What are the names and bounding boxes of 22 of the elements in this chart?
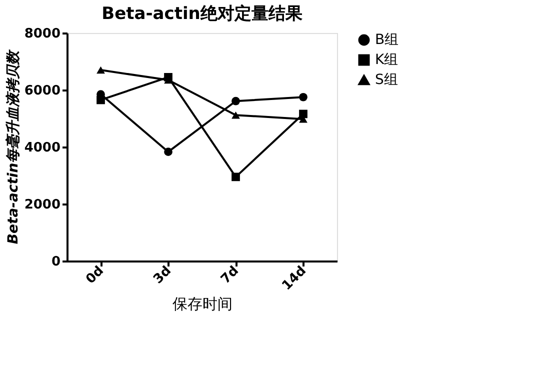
y-tick-label: 4000 bbox=[24, 140, 60, 156]
point bbox=[232, 96, 240, 106]
point bbox=[232, 172, 240, 182]
point bbox=[164, 148, 172, 156]
point bbox=[299, 92, 308, 102]
y-tick-label: 8000 bbox=[24, 26, 60, 42]
y-tick-label: 6000 bbox=[24, 84, 60, 98]
x-tick-label: 3d bbox=[150, 264, 174, 288]
legend-label: S组 bbox=[375, 72, 398, 88]
point bbox=[232, 111, 240, 119]
chart-title: Beta-actin绝对定量结果 bbox=[102, 4, 304, 24]
legend-label: K组 bbox=[375, 52, 398, 68]
point bbox=[96, 96, 105, 104]
x-tick-label: 0d bbox=[83, 264, 107, 288]
point bbox=[96, 66, 105, 74]
point bbox=[299, 110, 308, 118]
x-axis-title: 保存时间 bbox=[172, 296, 232, 313]
y-axis-title: Beta-actin每毫升血液拷贝数 bbox=[4, 48, 22, 244]
y-tick-label: 0 bbox=[51, 254, 60, 270]
legend-label: B组 bbox=[375, 32, 399, 48]
x-tick-label: 7d bbox=[218, 264, 242, 288]
y-tick-label: 2000 bbox=[24, 198, 60, 212]
